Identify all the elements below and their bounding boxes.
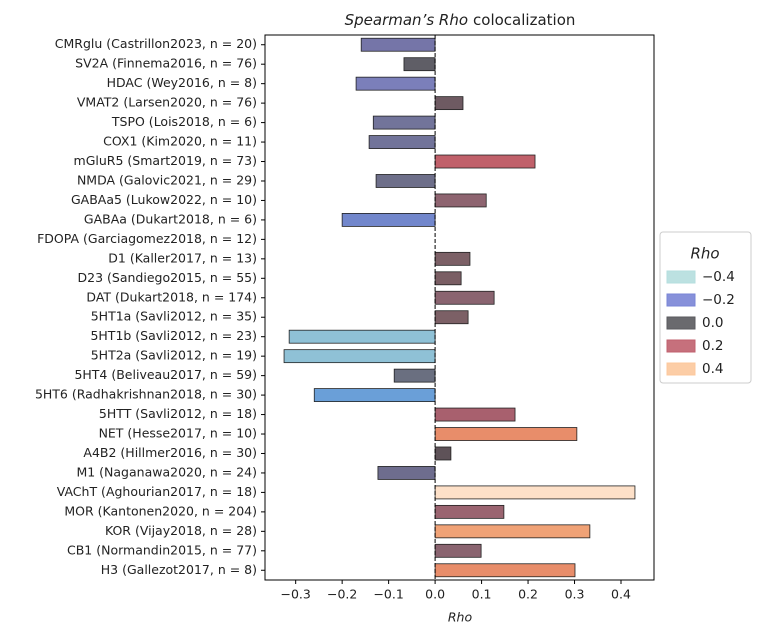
legend-label: −0.2 <box>702 292 735 308</box>
bar <box>434 310 469 325</box>
y-tick-label: GABAa5 (Lukow2022, n = 10) <box>71 192 257 207</box>
bar <box>434 96 464 111</box>
y-tick-label: M1 (Naganawa2020, n = 24) <box>76 464 257 479</box>
y-tick-label: 5HT2a (Savli2012, n = 19) <box>91 348 257 363</box>
bar <box>434 154 536 169</box>
legend-swatch <box>666 270 696 284</box>
bar <box>434 427 578 441</box>
x-tick-label: 0.3 <box>565 587 585 602</box>
y-tick-label: VAChT (Aghourian2017, n = 18) <box>57 484 257 499</box>
chart-title: Spearman’s Rho colocalization <box>345 11 576 29</box>
title-italic: Spearman’s Rho <box>345 11 468 29</box>
y-tick-label: A4B2 (Hillmer2016, n = 30) <box>83 445 257 460</box>
y-tick-label: D1 (Kaller2017, n = 13) <box>108 250 257 265</box>
bar <box>434 563 576 578</box>
bar <box>283 349 436 364</box>
y-tick-label: NMDA (Galovic2021, n = 29) <box>77 172 257 187</box>
x-axis-label: Rho <box>448 610 473 625</box>
bar <box>434 504 505 519</box>
bar <box>434 524 591 539</box>
y-tick-label: 5HTT (Savli2012, n = 18) <box>99 406 257 421</box>
y-tick-label: NET (Hesse2017, n = 10) <box>99 426 257 441</box>
plot-frame <box>264 34 655 581</box>
bar <box>288 329 436 344</box>
bar <box>341 213 436 227</box>
y-tick-label: FDOPA (Garciagomez2018, n = 12) <box>37 231 257 246</box>
legend-swatch <box>666 293 696 307</box>
x-tick-label: −0.1 <box>373 587 403 602</box>
y-tick-label: TSPO (Lois2018, n = 6) <box>111 114 257 129</box>
y-tick-label: HDAC (Wey2016, n = 8) <box>107 75 257 90</box>
legend-label: −0.4 <box>702 269 735 285</box>
bar <box>434 543 482 558</box>
y-tick-label: COX1 (Kim2020, n = 11) <box>103 134 257 149</box>
bar <box>375 174 436 188</box>
bar <box>434 251 471 266</box>
title-plain: colocalization <box>473 11 575 29</box>
y-tick-label: 5HT1b (Savli2012, n = 23) <box>90 328 257 343</box>
bar <box>355 76 436 91</box>
x-tick-label: 0.4 <box>611 587 631 602</box>
y-tick-label: SV2A (Finnema2016, n = 76) <box>75 56 257 71</box>
legend-label: 0.0 <box>702 315 723 331</box>
y-tick-label: GABAa (Dukart2018, n = 6) <box>84 211 257 226</box>
y-tick-label: 5HT1a (Savli2012, n = 35) <box>91 309 257 324</box>
x-tick-label: 0.2 <box>518 587 538 602</box>
x-tick-label: −0.3 <box>280 587 310 602</box>
y-tick-label: KOR (Vijay2018, n = 28) <box>105 523 257 538</box>
bar <box>403 57 436 72</box>
y-tick-label: CMRglu (Castrillon2023, n = 20) <box>55 36 257 51</box>
y-tick-label: DAT (Dukart2018, n = 174) <box>86 289 257 304</box>
legend-label: 0.2 <box>702 338 723 354</box>
bar <box>434 446 452 461</box>
y-tick-label: MOR (Kantonen2020, n = 204) <box>64 503 257 518</box>
legend-title: Rho <box>690 245 719 263</box>
bar <box>393 368 436 383</box>
y-tick-label: CB1 (Normandin2015, n = 77) <box>67 542 257 557</box>
y-tick-label: mGluR5 (Smart2019, n = 73) <box>74 153 257 168</box>
bar <box>434 407 516 422</box>
legend-swatch <box>666 362 696 376</box>
legend-swatch <box>666 316 696 330</box>
y-tick-label: D23 (Sandiego2015, n = 55) <box>78 270 257 285</box>
x-tick-label: 0.1 <box>472 587 492 602</box>
bar <box>368 135 436 149</box>
y-tick-label: 5HT6 (Radhakrishnan2018, n = 30) <box>35 387 257 402</box>
bar <box>360 37 436 52</box>
x-tick-label: 0.0 <box>425 587 445 602</box>
legend-swatch <box>666 339 696 353</box>
legend-label: 0.4 <box>702 361 723 377</box>
bar <box>434 485 636 500</box>
y-tick-label: VMAT2 (Larsen2020, n = 76) <box>77 95 257 110</box>
bar <box>434 290 495 305</box>
bar <box>372 115 436 130</box>
bar <box>434 193 487 208</box>
y-tick-label: 5HT4 (Beliveau2017, n = 59) <box>74 367 257 382</box>
bar <box>377 466 436 480</box>
x-tick-label: −0.2 <box>327 587 357 602</box>
bar <box>313 388 436 402</box>
bar <box>434 271 462 286</box>
y-tick-label: H3 (Gallezot2017, n = 8) <box>101 562 257 577</box>
